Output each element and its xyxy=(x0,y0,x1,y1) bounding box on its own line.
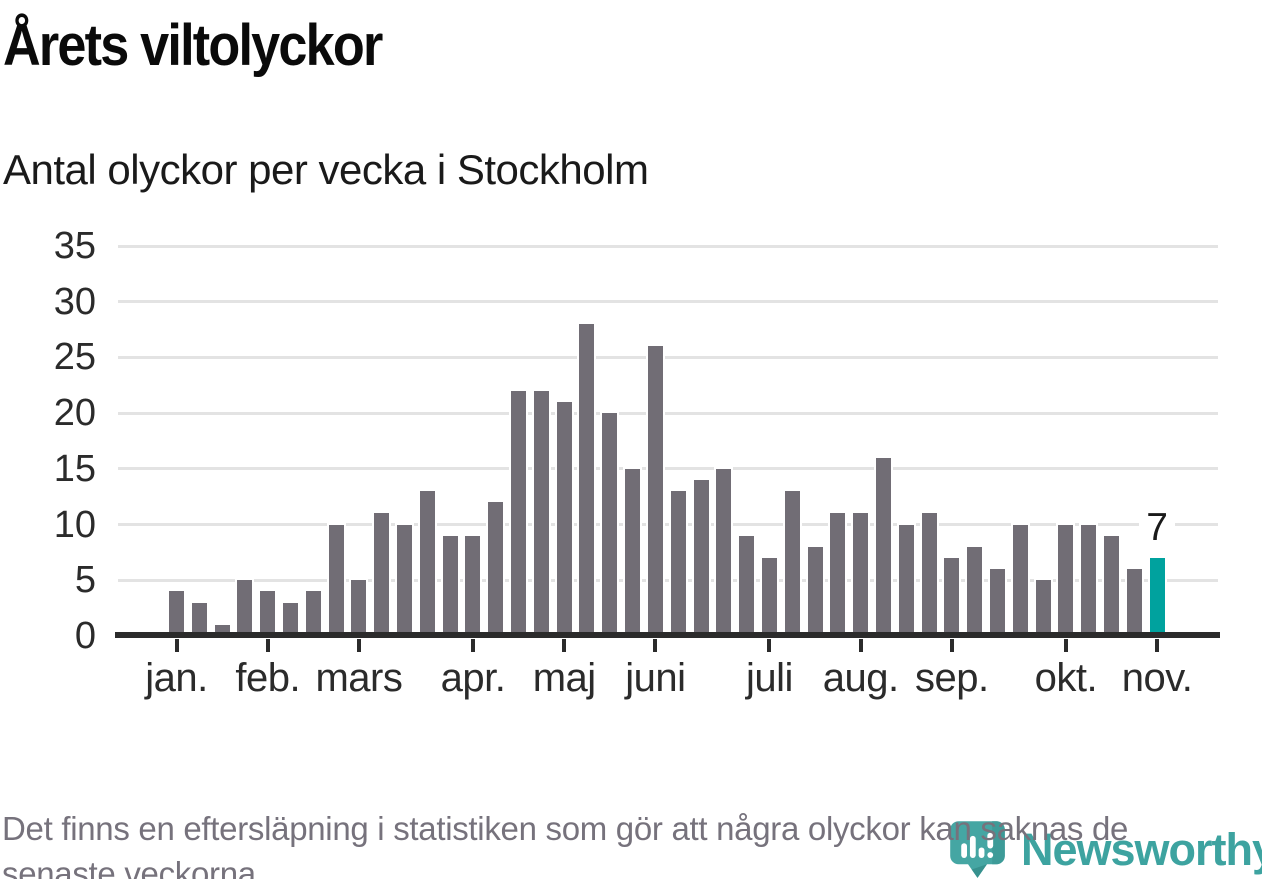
y-axis-label-20: 20 xyxy=(53,392,96,435)
bar-week-20 xyxy=(600,411,620,636)
bar-week-30 xyxy=(828,511,848,636)
x-axis-label-apr: apr. xyxy=(440,656,506,700)
x-axis-label-maj: maj xyxy=(532,656,596,700)
gridline-20 xyxy=(118,411,1218,415)
x-axis-line xyxy=(115,632,1220,638)
x-axis-label-sep: sep. xyxy=(915,656,989,700)
x-axis-label-nov: nov. xyxy=(1121,656,1193,700)
bar-week-7 xyxy=(303,589,323,636)
bar-week-4 xyxy=(235,578,255,636)
bar-week-43 xyxy=(1124,567,1144,636)
bar-week-25 xyxy=(714,466,734,636)
x-tick-aug xyxy=(858,639,863,652)
bar-week-42 xyxy=(1102,533,1121,636)
x-tick-juni xyxy=(653,639,658,652)
footnote-line1: Det finns en eftersläpning i statistiken… xyxy=(2,810,1129,847)
x-tick-sep xyxy=(949,639,954,652)
bar-week-35 xyxy=(942,556,962,636)
bar-week-31 xyxy=(851,511,871,636)
y-axis-label-25: 25 xyxy=(53,336,96,379)
y-axis-label-30: 30 xyxy=(53,280,96,323)
newsworthy-wordmark: Newsworthy xyxy=(1021,824,1262,875)
footnote: Det finns en eftersläpning i statistiken… xyxy=(2,806,1262,879)
bar-week-44 xyxy=(1147,556,1167,636)
x-tick-maj xyxy=(562,639,567,652)
x-tick-feb xyxy=(265,639,270,652)
highlight-value-text: 7 xyxy=(1139,506,1175,550)
bar-week-24 xyxy=(691,478,711,636)
bar-week-40 xyxy=(1056,522,1076,636)
page-title: Årets viltolyckor xyxy=(3,13,383,78)
bar-week-34 xyxy=(919,511,939,636)
bar-week-28 xyxy=(782,489,802,636)
newsworthy-logo: Newsworthy xyxy=(946,818,1262,879)
x-axis-label-okt: okt. xyxy=(1034,656,1098,700)
x-tick-juli xyxy=(767,639,772,652)
chart-subtitle: Antal olyckor per vecka i Stockholm xyxy=(3,146,649,193)
y-axis-label-0: 0 xyxy=(74,615,96,657)
footnote-line2: senaste veckorna. xyxy=(2,855,265,879)
bar-week-21 xyxy=(623,466,643,636)
x-axis-label-aug: aug. xyxy=(822,656,899,700)
bar-week-29 xyxy=(805,544,825,636)
gridline-5 xyxy=(118,578,1218,582)
x-tick-okt xyxy=(1063,639,1068,652)
bar-week-23 xyxy=(668,489,688,636)
bar-week-10 xyxy=(372,511,392,636)
y-axis-label-10: 10 xyxy=(53,503,96,546)
bar-week-14 xyxy=(463,533,483,636)
bar-week-8 xyxy=(326,522,346,636)
gridline-30 xyxy=(118,300,1218,304)
gridline-25 xyxy=(118,355,1218,359)
x-tick-mars xyxy=(356,639,361,652)
gridline-35 xyxy=(118,244,1218,248)
x-axis-label-juni: juni xyxy=(625,656,686,700)
bar-week-36 xyxy=(965,544,985,636)
bar-week-16 xyxy=(509,388,529,636)
x-tick-nov xyxy=(1155,639,1160,652)
x-axis-label-juli: juli xyxy=(745,656,793,700)
y-axis-label-35: 35 xyxy=(53,225,96,267)
x-axis-label-mars: mars xyxy=(315,656,403,700)
bar-week-32 xyxy=(873,455,893,636)
bar-week-19 xyxy=(577,322,597,636)
bar-week-2 xyxy=(189,600,209,636)
bar-week-13 xyxy=(440,533,460,636)
bar-week-37 xyxy=(987,567,1007,636)
bar-week-5 xyxy=(258,589,278,636)
bar-week-26 xyxy=(737,533,757,636)
bar-week-12 xyxy=(417,489,437,636)
bar-week-9 xyxy=(349,578,369,636)
x-axis-label-feb: feb. xyxy=(235,656,301,700)
bar-week-18 xyxy=(554,400,574,636)
bar-week-38 xyxy=(1010,522,1030,636)
newsworthy-pin-icon xyxy=(950,821,1005,878)
highlight-value-label: 7 xyxy=(1112,506,1202,550)
x-tick-apr xyxy=(470,639,475,652)
bar-week-11 xyxy=(395,522,415,636)
y-axis-label-5: 5 xyxy=(74,559,96,602)
bar-week-41 xyxy=(1079,522,1099,636)
bar-week-6 xyxy=(281,600,301,636)
gridline-15 xyxy=(118,467,1218,471)
bar-week-39 xyxy=(1033,578,1053,636)
y-axis-label-15: 15 xyxy=(53,447,96,490)
bar-week-17 xyxy=(531,388,551,636)
x-tick-jan xyxy=(174,639,179,652)
bar-week-22 xyxy=(645,344,665,636)
bar-week-1 xyxy=(167,589,186,636)
gridline-10 xyxy=(118,523,1218,527)
bar-week-15 xyxy=(486,500,506,636)
bar-week-27 xyxy=(759,556,779,636)
x-axis-label-jan: jan. xyxy=(145,656,208,700)
bar-week-33 xyxy=(896,522,916,636)
